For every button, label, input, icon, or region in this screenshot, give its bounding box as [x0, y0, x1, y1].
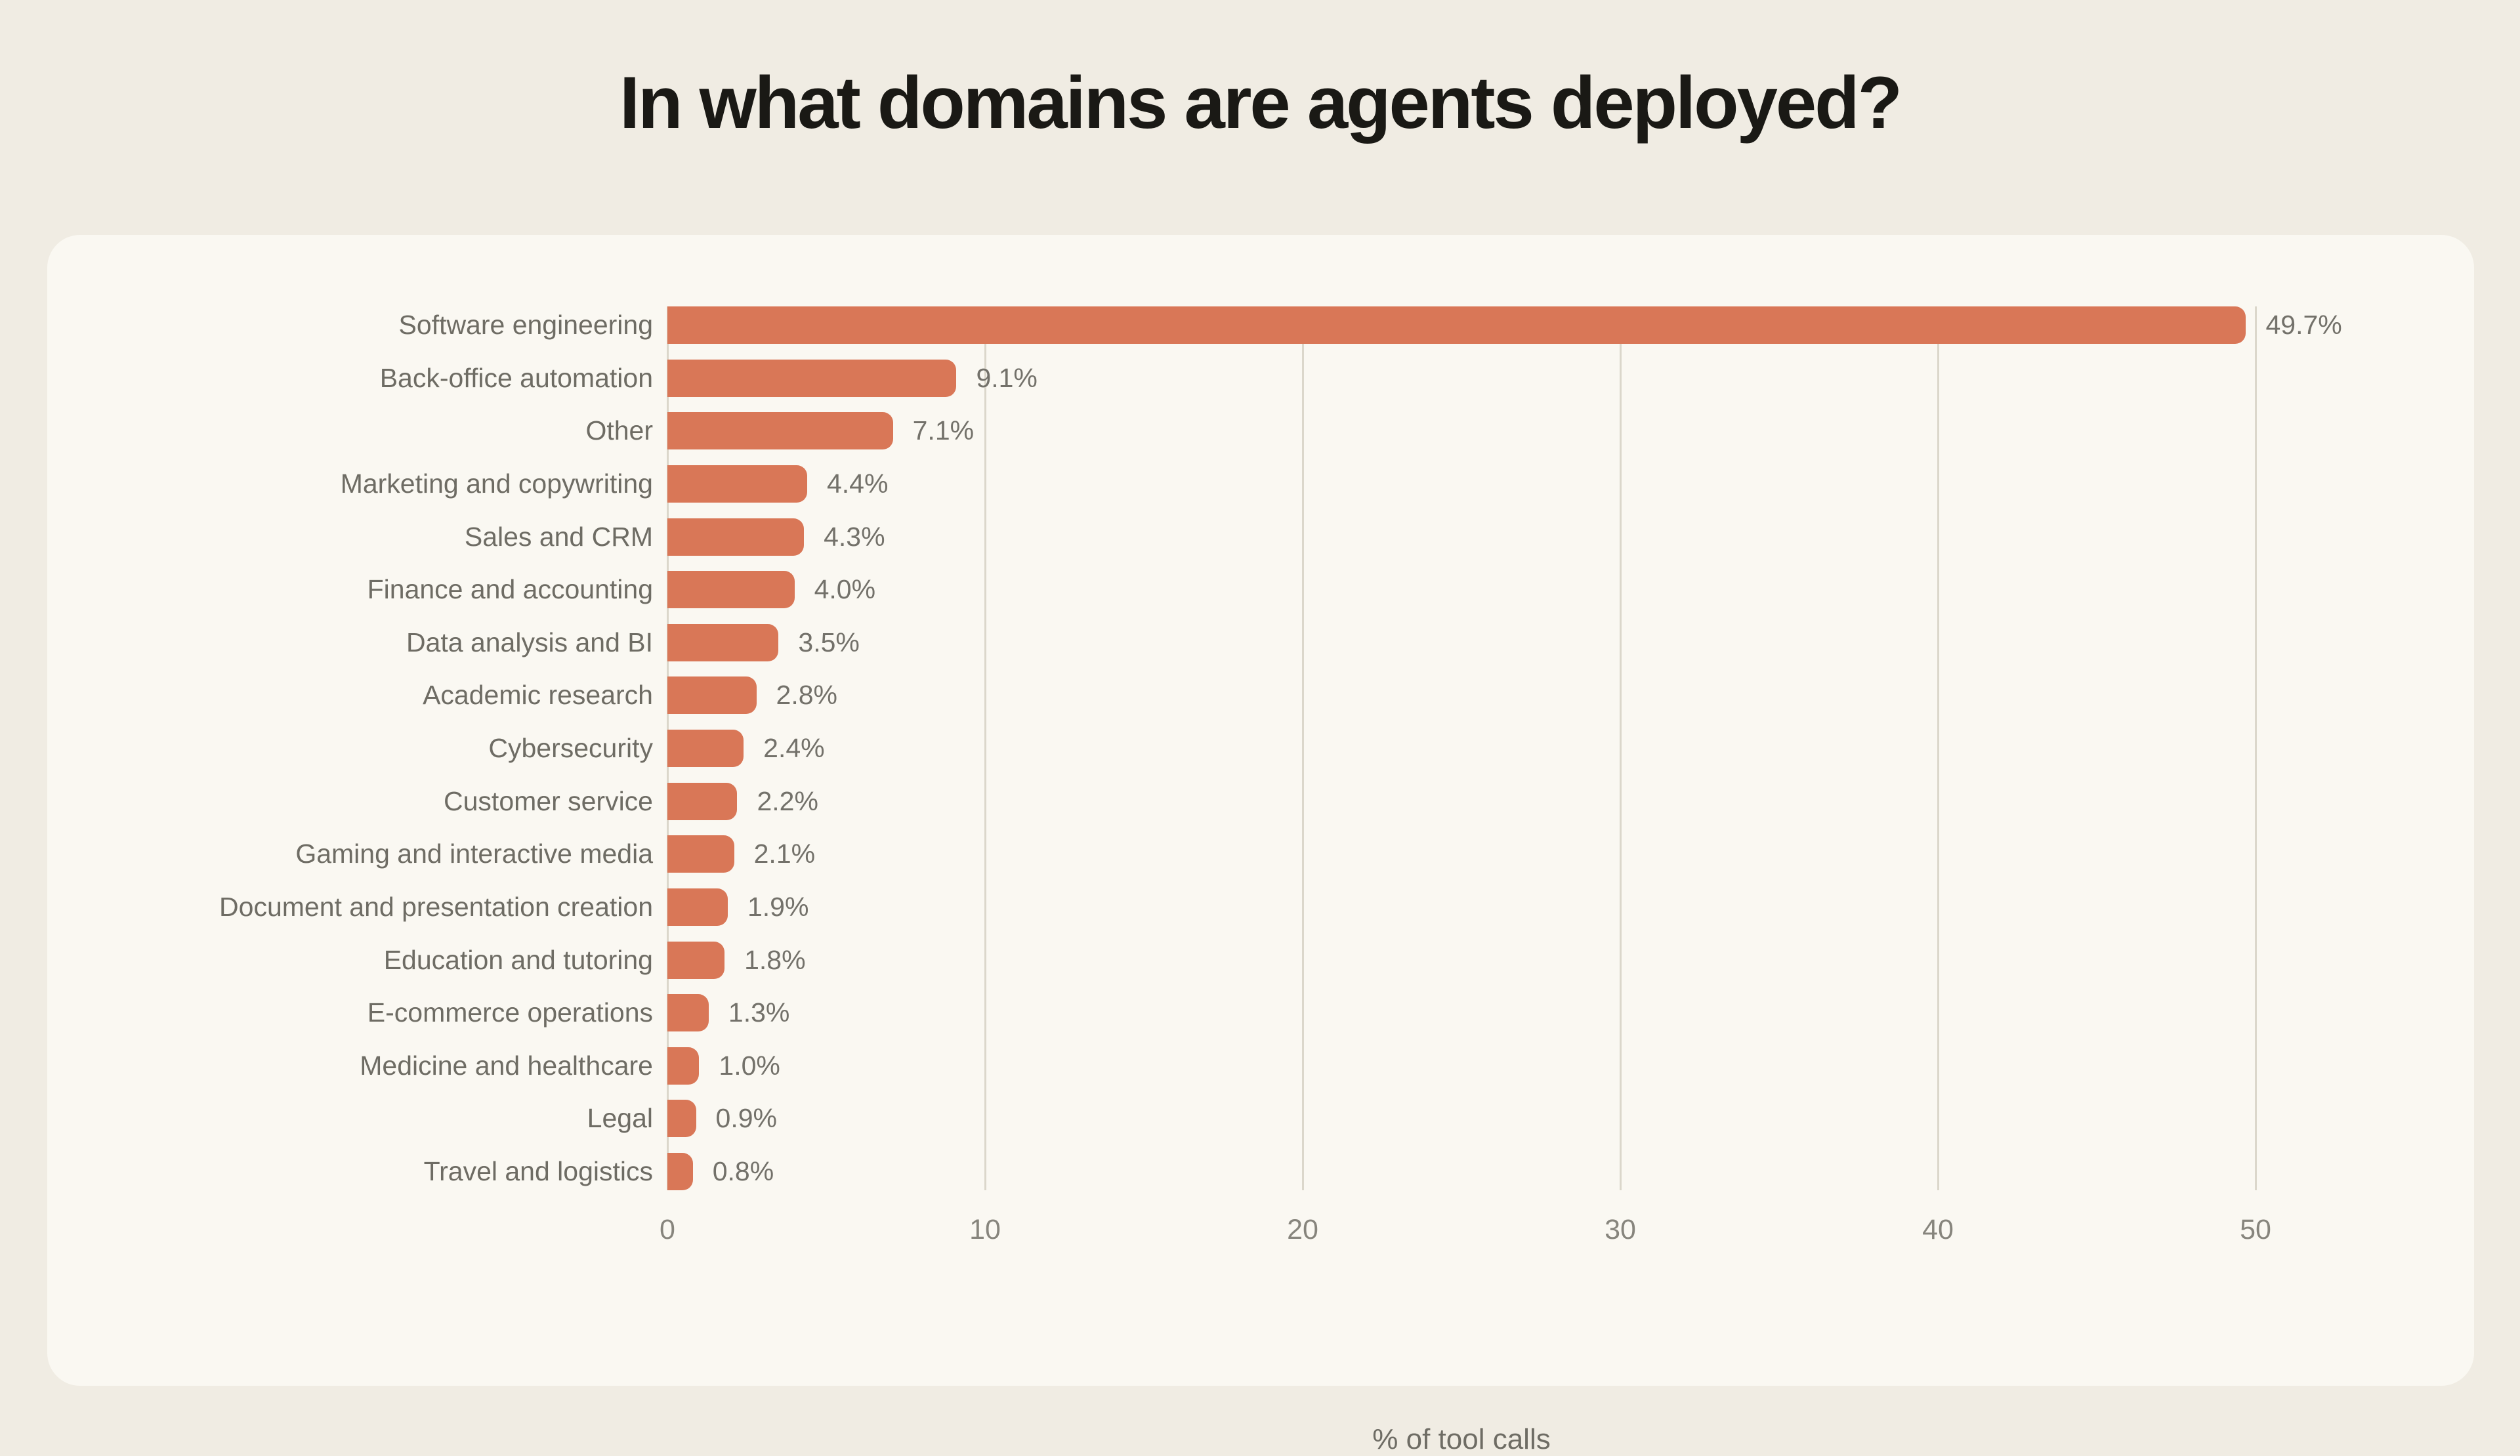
- chart-card: 0 10 20 30 40 50 Software engineering 49.7% Bac…: [47, 235, 2474, 1455]
- category-label: Data analysis and BI: [406, 627, 653, 657]
- grid-layer: 0 10 20 30 40 50: [660, 306, 2295, 1245]
- category-label: Travel and logistics: [423, 1156, 653, 1186]
- x-tick-label: 50: [2240, 1214, 2271, 1245]
- bar-row: Education and tutoring 1.8%: [47, 941, 2474, 979]
- category-label: Education and tutoring: [383, 944, 653, 975]
- value-label: 1.0%: [719, 1050, 780, 1081]
- page-title: In what domains are agents deployed?: [620, 62, 1902, 144]
- value-label: 0.8%: [712, 1156, 774, 1186]
- bar: [667, 676, 757, 715]
- x-tick-label: 20: [1287, 1214, 1318, 1245]
- bar-chart: 0 10 20 30 40 50 Software engineering 49.7% Bac…: [47, 306, 2474, 1455]
- x-axis-title: % of tool calls: [1372, 1423, 1551, 1455]
- gridline: [2255, 306, 2257, 1190]
- category-label: Academic research: [423, 680, 653, 711]
- value-label: 4.3%: [824, 521, 885, 552]
- value-label: 2.4%: [763, 733, 825, 763]
- bar-row: Legal 0.9%: [47, 1100, 2474, 1138]
- bar: [667, 994, 709, 1032]
- category-label: E-commerce operations: [367, 997, 653, 1028]
- bar: [667, 306, 2246, 344]
- value-label: 49.7%: [2265, 310, 2342, 340]
- gridline: [1937, 306, 1939, 1190]
- bar: [667, 1153, 693, 1190]
- bar: [667, 1100, 696, 1138]
- bar-row: Marketing and copywriting 4.4%: [47, 465, 2474, 503]
- bar-row: Back-office automation 9.1%: [47, 359, 2474, 397]
- bar: [667, 571, 795, 609]
- bar-row: Travel and logistics 0.8%: [47, 1153, 2474, 1190]
- category-label: Marketing and copywriting: [340, 468, 653, 499]
- x-tick-label: 10: [969, 1214, 1001, 1245]
- value-label: 9.1%: [976, 362, 1038, 393]
- bar-row: Sales and CRM 4.3%: [47, 518, 2474, 556]
- bar: [667, 730, 744, 767]
- bar-row: Software engineering 49.7%: [47, 306, 2474, 344]
- value-label: 1.8%: [744, 944, 806, 975]
- gridline: [1302, 306, 1304, 1190]
- value-label: 1.9%: [747, 891, 809, 922]
- bar: [667, 835, 734, 873]
- category-label: Legal: [587, 1103, 653, 1134]
- bar: [667, 518, 805, 556]
- category-label: Medicine and healthcare: [360, 1050, 653, 1081]
- value-label: 3.5%: [798, 627, 860, 657]
- bar-row: E-commerce operations 1.3%: [47, 994, 2474, 1032]
- bar: [667, 465, 807, 503]
- category-label: Finance and accounting: [367, 574, 653, 605]
- gridline: [1620, 306, 1622, 1190]
- category-label: Document and presentation creation: [219, 891, 653, 922]
- bar-row: Data analysis and BI 3.5%: [47, 623, 2474, 661]
- value-label: 2.8%: [776, 680, 837, 711]
- x-tick-label: 40: [1922, 1214, 1954, 1245]
- bar: [667, 941, 725, 979]
- category-label: Sales and CRM: [464, 521, 653, 552]
- bar: [667, 623, 779, 661]
- value-label: 2.1%: [753, 839, 816, 869]
- bar-row: Finance and accounting 4.0%: [47, 571, 2474, 609]
- bar: [667, 888, 728, 926]
- category-label: Other: [585, 415, 653, 446]
- value-label: 2.2%: [757, 785, 818, 816]
- category-label: Cybersecurity: [488, 733, 653, 763]
- bar-row: Document and presentation creation 1.9%: [47, 888, 2474, 926]
- x-tick-label: 30: [1605, 1214, 1636, 1245]
- value-label: 7.1%: [912, 415, 975, 446]
- bar-row: Academic research 2.8%: [47, 676, 2474, 715]
- bar: [667, 782, 738, 820]
- category-label: Back-office automation: [379, 362, 653, 393]
- bar-row: Other 7.1%: [47, 412, 2474, 450]
- value-label: 4.0%: [814, 574, 876, 605]
- value-label: 0.9%: [715, 1103, 777, 1134]
- bar-row: Medicine and healthcare 1.0%: [47, 1047, 2474, 1085]
- bar-row: Cybersecurity 2.4%: [47, 730, 2474, 767]
- bar: [667, 1047, 700, 1085]
- category-label: Software engineering: [398, 310, 653, 340]
- category-label: Customer service: [444, 785, 653, 816]
- bar: [667, 412, 893, 450]
- bar-row: Customer service 2.2%: [47, 782, 2474, 820]
- x-tick-label: 0: [660, 1214, 675, 1245]
- value-label: 4.4%: [826, 468, 889, 499]
- value-label: 1.3%: [728, 997, 790, 1028]
- gridline: [984, 306, 986, 1190]
- bar: [667, 359, 957, 397]
- bar-row: Gaming and interactive media 2.1%: [47, 835, 2474, 873]
- category-label: Gaming and interactive media: [295, 839, 653, 869]
